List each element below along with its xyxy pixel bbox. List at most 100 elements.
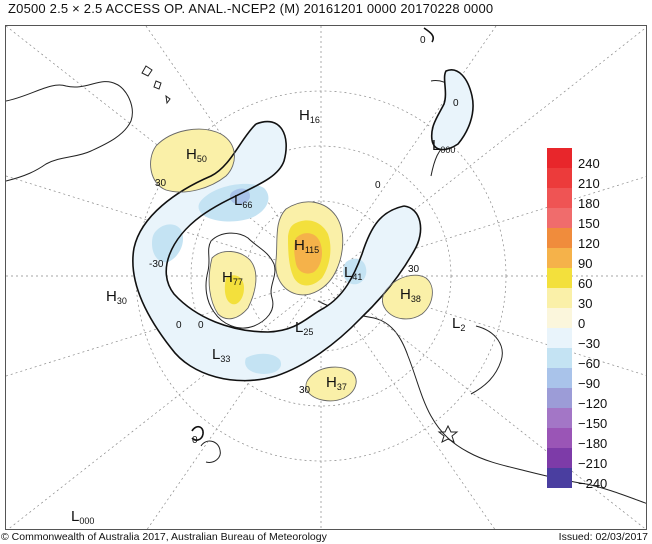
legend-label: −60: [578, 356, 601, 371]
negative-l66-core: [229, 188, 250, 205]
legend-swatch: [547, 448, 572, 468]
legend-label: 240: [578, 156, 600, 171]
legend-swatch: [547, 368, 572, 388]
contour-labels: 0 0 30 0 -30 30 0 0 30 0: [149, 35, 459, 446]
coast-antarctica: [205, 232, 276, 329]
coast-island-marker: [437, 424, 459, 443]
legend-swatch: [547, 348, 572, 368]
legend-label: 60: [578, 276, 593, 291]
legend-item: 120: [547, 228, 627, 251]
color-legend: 240 210 180 150 120 90 60 30 0 −30 −60 −90 −120 −150 −…: [547, 148, 627, 491]
contour-label: -30: [149, 259, 164, 270]
center-l66: L66: [234, 192, 252, 210]
legend-label: 180: [578, 196, 600, 211]
coast-bottom-right: [470, 325, 503, 395]
legend-item: 0: [547, 308, 627, 331]
center-l2: L2: [452, 315, 465, 333]
legend-label: 90: [578, 256, 593, 271]
center-h30: H30: [106, 288, 127, 306]
negative-left: [152, 224, 184, 263]
legend-item: −240: [547, 468, 627, 491]
center-h37: H37: [326, 374, 347, 392]
center-l25: L25: [295, 319, 313, 337]
contour-label: 30: [408, 264, 420, 275]
positive-h37: [305, 367, 357, 401]
legend-label: −90: [578, 376, 601, 391]
legend-item: −90: [547, 368, 627, 391]
legend-label: 120: [578, 236, 600, 251]
legend-item: −30: [547, 328, 627, 351]
legend-item: −210: [547, 448, 627, 471]
legend-swatch: [547, 468, 572, 488]
legend-swatch: [547, 308, 572, 328]
positive-h50: [150, 129, 235, 193]
legend-swatch: [547, 408, 572, 428]
coast-africa-tip: [200, 440, 221, 463]
anomaly-fills: [132, 69, 474, 401]
legend-item: −120: [547, 388, 627, 411]
legend-label: −120: [578, 396, 608, 411]
legend-swatch: [547, 248, 572, 268]
contour-label: 30: [299, 385, 311, 396]
contour-label: 0: [420, 35, 426, 46]
copyright-text: © Commonwealth of Australia 2017, Austra…: [1, 531, 327, 543]
contour-label: 0: [192, 435, 198, 446]
legend-item: −150: [547, 408, 627, 431]
center-h38: H38: [400, 286, 421, 304]
contour-label: 30: [155, 178, 167, 189]
legend-label: 150: [578, 216, 600, 231]
coast-left-islands: [141, 65, 171, 105]
legend-item: 60: [547, 268, 627, 291]
legend-item: −60: [547, 348, 627, 371]
center-h115: H115: [294, 237, 319, 255]
legend-label: −30: [578, 336, 601, 351]
pressure-centers: H16 L000 H50 L66 H115 H77 L41 H38 H30 L2…: [71, 107, 465, 526]
center-l41: L41: [344, 264, 362, 282]
positive-h77-core: [224, 275, 244, 305]
legend-item: 30: [547, 288, 627, 311]
center-l33: L33: [212, 346, 230, 364]
positive-h38: [382, 275, 433, 319]
legend-label: −240: [578, 476, 608, 491]
center-l000-nz: L000: [432, 137, 455, 155]
legend-swatch: [547, 268, 572, 288]
legend-item: 180: [547, 188, 627, 211]
legend-swatch: [547, 428, 572, 448]
legend-swatch: [547, 188, 572, 208]
legend-item: 150: [547, 208, 627, 231]
positive-nz: [431, 69, 474, 150]
legend-label: −180: [578, 436, 608, 451]
legend-swatch: [547, 228, 572, 248]
contour-label: 0: [198, 320, 204, 331]
center-h77: H77: [222, 269, 243, 287]
legend-swatch: [547, 328, 572, 348]
positive-contours: [150, 128, 433, 402]
contour-label: 0: [453, 98, 459, 109]
legend-label: −210: [578, 456, 608, 471]
legend-item: 210: [547, 168, 627, 191]
coast-top-left: [6, 81, 133, 182]
issued-date: Issued: 02/03/2017: [558, 531, 648, 543]
legend-swatch: [547, 388, 572, 408]
legend-label: 210: [578, 176, 600, 191]
center-h50: H50: [186, 146, 207, 164]
legend-swatch: [547, 148, 572, 168]
legend-label: 0: [578, 316, 586, 331]
contour-label: 0: [375, 180, 381, 191]
contour-label: 0: [176, 320, 182, 331]
negative-l33: [245, 353, 282, 374]
center-h16: H16: [299, 107, 320, 125]
legend-label: −150: [578, 416, 608, 431]
map-title: Z0500 2.5 × 2.5 ACCESS OP. ANAL.-NCEP2 (…: [8, 1, 494, 16]
zero-contour: [132, 27, 474, 441]
legend-label: 30: [578, 296, 593, 311]
polar-anomaly-map: H16 L000 H50 L66 H115 H77 L41 H38 H30 L2…: [5, 25, 647, 530]
center-l000-bottom: L000: [71, 508, 94, 526]
legend-swatch: [547, 288, 572, 308]
legend-item: −180: [547, 428, 627, 451]
legend-swatch: [547, 208, 572, 228]
positive-h115-core: [294, 233, 322, 274]
map-canvas: H16 L000 H50 L66 H115 H77 L41 H38 H30 L2…: [6, 26, 646, 529]
legend-item: 240: [547, 148, 627, 171]
legend-item: 90: [547, 248, 627, 271]
